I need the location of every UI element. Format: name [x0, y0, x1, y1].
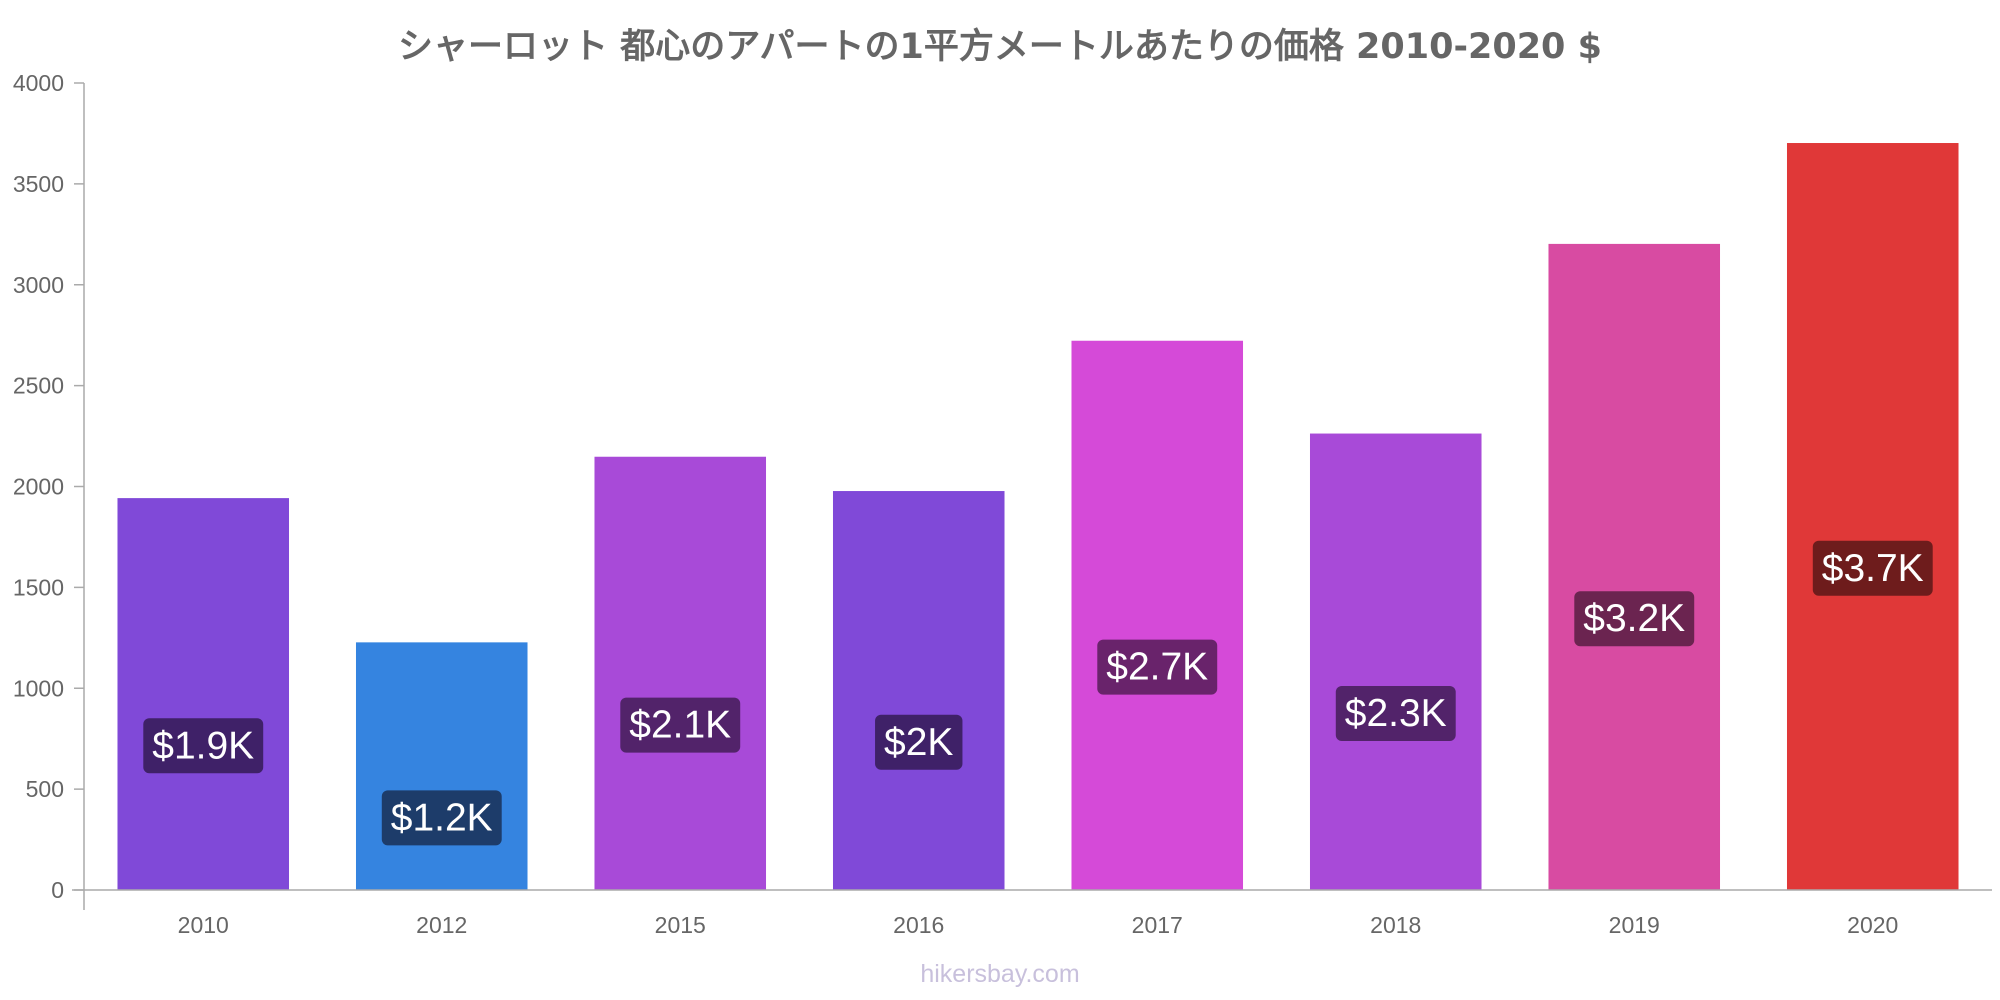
data-label-background	[875, 714, 963, 770]
y-tick-label: 2000	[13, 474, 64, 500]
chart-title: シャーロット 都心のアパートの1平方メートルあたりの価格 2010-2020 $	[398, 27, 1602, 67]
data-label-text: $2K	[884, 721, 953, 764]
data-label-background	[620, 697, 741, 753]
data-label-2020: $3.7K	[1812, 540, 1933, 596]
y-axis-ticks: 0 500 1000 1500 2000 2500 3000 3500 4000	[13, 70, 84, 903]
data-label-background	[381, 790, 502, 846]
data-label-background	[1335, 686, 1456, 742]
data-label-2018: $2.3K	[1335, 686, 1456, 742]
x-tick-label: 2012	[416, 912, 467, 938]
data-label-text: $1.2K	[391, 796, 493, 839]
y-tick-label: 0	[51, 877, 64, 903]
y-tick-label: 1000	[13, 675, 64, 701]
bar-2016	[832, 491, 1005, 891]
data-label-2016: $2K	[875, 714, 963, 770]
data-label-2017: $2.7K	[1097, 639, 1218, 695]
x-tick-label: 2019	[1609, 912, 1660, 938]
bar-2019	[1548, 243, 1721, 891]
y-tick-label: 1500	[13, 574, 64, 600]
data-label-2012: $1.2K	[381, 790, 502, 846]
bar-2015	[594, 456, 767, 891]
data-label-text: $3.2K	[1583, 597, 1685, 640]
x-tick-label: 2018	[1370, 912, 1421, 938]
data-label-background	[1574, 591, 1695, 647]
data-label-text: $3.7K	[1822, 547, 1924, 590]
y-tick-label: 4000	[13, 70, 64, 96]
y-tick-label: 500	[26, 776, 64, 802]
y-tick-label: 2500	[13, 373, 64, 399]
bar-2010	[117, 498, 290, 891]
x-axis-ticks: 2010 2012 2015 2016 2017 2018 2019 2020	[178, 912, 1899, 938]
y-tick-label: 3500	[13, 171, 64, 197]
data-label-2015: $2.1K	[620, 697, 741, 753]
data-label-text: $1.9K	[152, 724, 254, 767]
x-tick-label: 2017	[1132, 912, 1183, 938]
x-tick-label: 2015	[655, 912, 706, 938]
data-label-background	[143, 718, 264, 774]
x-tick-label: 2010	[178, 912, 229, 938]
x-tick-label: 2016	[893, 912, 944, 938]
data-label-background	[1812, 540, 1933, 596]
data-label-text: $2.3K	[1345, 692, 1447, 735]
data-label-background	[1097, 639, 1218, 695]
x-tick-label: 2020	[1847, 912, 1898, 938]
bars-group: $1.9K $1.2K $2.1K $2K $2.7K $2.3K $3.2K $3.7K	[117, 143, 1959, 891]
y-tick-label: 3000	[13, 272, 64, 298]
bar-2012	[355, 642, 528, 891]
data-label-text: $2.1K	[629, 704, 731, 747]
data-label-2010: $1.9K	[143, 718, 264, 774]
bar-2018	[1309, 433, 1482, 891]
bar-2017	[1071, 340, 1244, 891]
data-label-text: $2.7K	[1106, 646, 1208, 689]
watermark: hikersbay.com	[920, 960, 1080, 988]
data-label-2019: $3.2K	[1574, 591, 1695, 647]
bar-2020	[1786, 143, 1959, 891]
